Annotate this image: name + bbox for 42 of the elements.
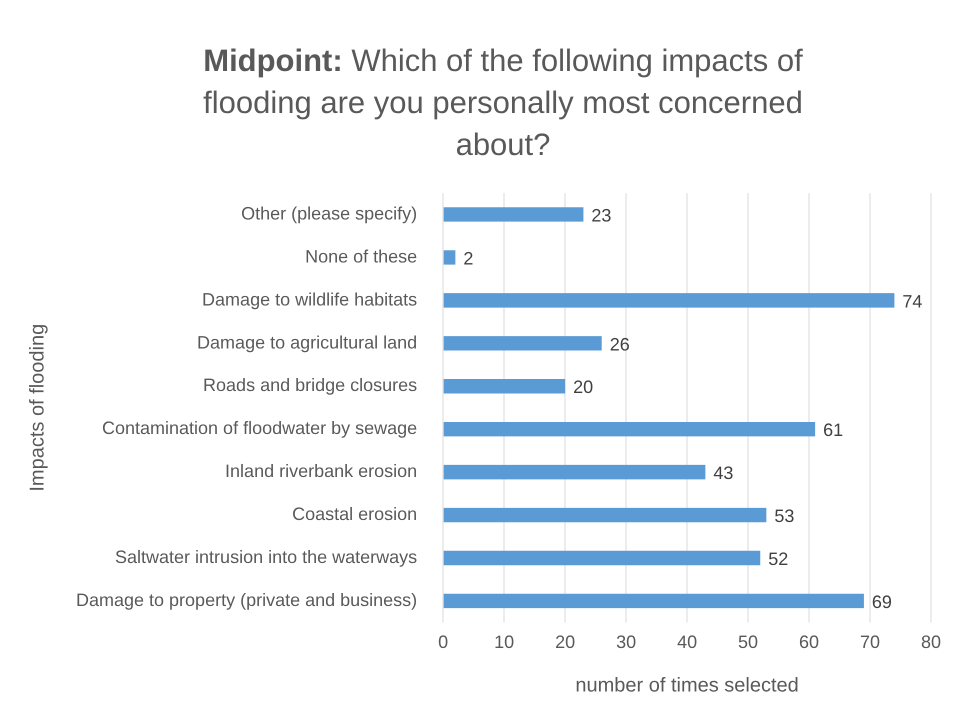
data-label: 43 [713,463,734,484]
data-label: 52 [768,548,788,569]
data-label: 20 [573,377,594,398]
x-tick-label: 80 [920,632,942,652]
x-tick-label: 40 [677,632,698,652]
y-tick-label: None of these [305,246,418,266]
y-tick-label: Saltwater intrusion into the waterways [115,546,418,567]
y-tick-label: Contamination of floodwater by sewage [102,418,418,438]
x-tick-label: 0 [438,632,448,652]
bar [444,550,760,566]
chart-title: Midpoint: Which of the following impacts of flooding are you personally most concerned about? [203,43,803,162]
bar [444,207,584,222]
y-tick-label: Damage to agricultural land [197,332,418,352]
bar [444,250,456,265]
y-axis-title: Impacts of flooding [26,324,49,492]
x-tick-label: 60 [799,632,820,652]
x-axis-title: number of times selected [575,674,799,697]
data-label: 23 [591,205,612,226]
bar [444,464,706,480]
data-label: 69 [872,592,892,612]
bar [444,293,894,308]
data-label: 53 [774,506,794,526]
x-tick-label: 30 [616,632,636,652]
bar [444,336,602,351]
y-tick-label: Roads and bridge closures [203,375,418,396]
data-label: 2 [463,248,474,268]
y-tick-label: Other (please specify) [241,203,418,224]
data-label: 61 [823,420,844,440]
x-tick-label: 70 [860,632,880,652]
y-tick-label: Damage to wildlife habitats [202,289,418,310]
y-tick-label: Damage to property (private and business) [76,590,418,610]
bar [444,508,766,522]
x-tick-label: 50 [738,632,758,652]
bar [444,379,566,394]
x-tick-label: 10 [494,632,514,652]
x-tick-label: 20 [555,632,576,652]
data-label: 74 [902,291,922,312]
bar [444,594,864,608]
data-label: 26 [610,334,630,354]
y-tick-label: Inland riverbank erosion [225,461,418,482]
bar [444,422,816,436]
y-tick-label: Coastal erosion [292,504,418,524]
